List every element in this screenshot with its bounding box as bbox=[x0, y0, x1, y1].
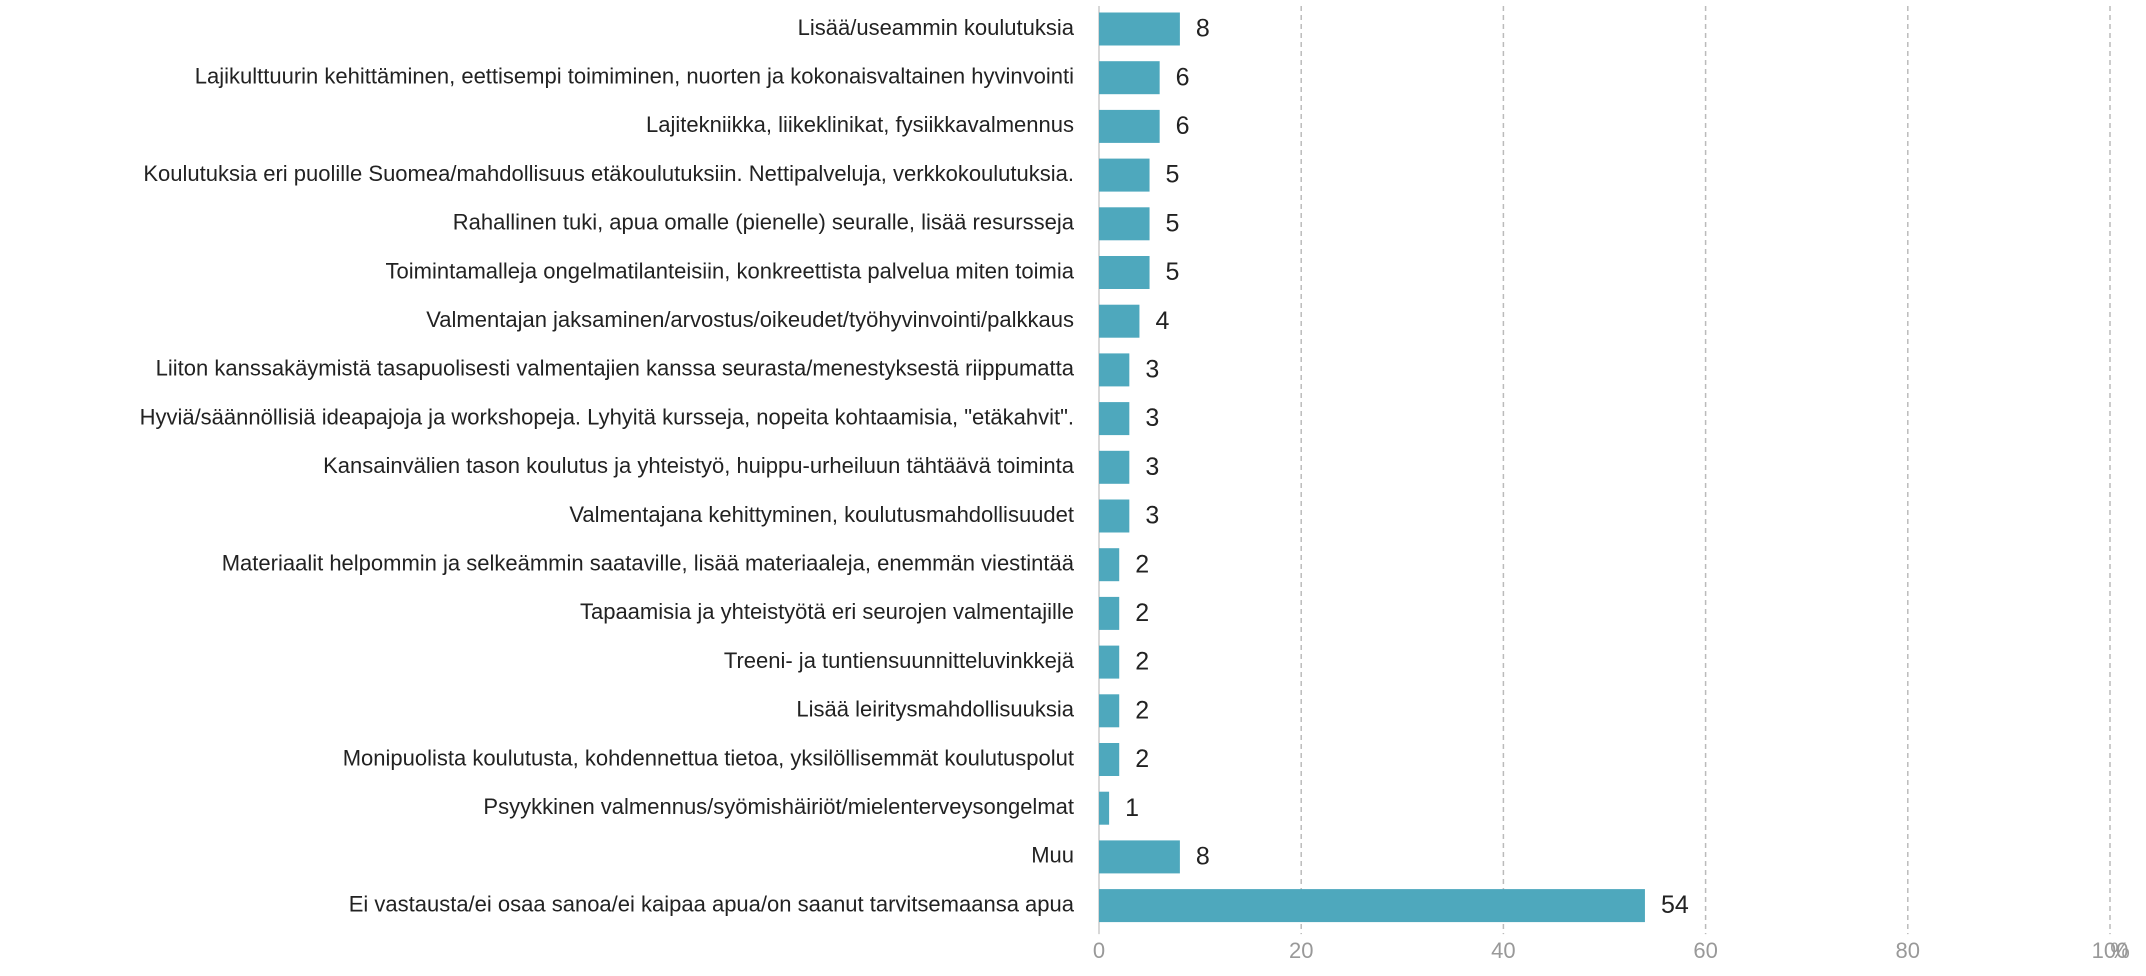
bar bbox=[1099, 743, 1120, 776]
value-label: 8 bbox=[1196, 843, 1210, 871]
value-label: 2 bbox=[1135, 696, 1149, 724]
bar bbox=[1099, 109, 1160, 143]
bar bbox=[1099, 12, 1180, 46]
value-label: 4 bbox=[1155, 307, 1169, 335]
value-label: 6 bbox=[1176, 112, 1190, 140]
bar bbox=[1099, 304, 1140, 338]
bar bbox=[1099, 207, 1150, 241]
value-label: 6 bbox=[1176, 63, 1190, 91]
category-label: Koulutuksia eri puolille Suomea/mahdolli… bbox=[143, 161, 1074, 186]
bar bbox=[1099, 450, 1130, 484]
x-tick-label: 100 bbox=[2092, 938, 2129, 963]
bar bbox=[1099, 256, 1150, 289]
category-label: Lisää leiritysmahdollisuuksia bbox=[796, 697, 1074, 722]
category-label: Toimintamalleja ongelmatilanteisiin, kon… bbox=[386, 258, 1075, 283]
bar bbox=[1099, 402, 1130, 436]
category-label: Lisää/useammin koulutuksia bbox=[798, 15, 1075, 40]
value-label: 5 bbox=[1166, 209, 1180, 237]
category-label: Tapaamisia ja yhteistyötä eri seurojen v… bbox=[580, 599, 1074, 624]
value-label: 54 bbox=[1661, 891, 1689, 919]
category-label: Valmentajana kehittyminen, koulutusmahdo… bbox=[569, 502, 1074, 527]
value-label: 3 bbox=[1145, 404, 1159, 432]
value-label: 3 bbox=[1145, 453, 1159, 481]
category-label: Rahallinen tuki, apua omalle (pienelle) … bbox=[453, 210, 1075, 235]
bar bbox=[1099, 61, 1160, 95]
category-label: Monipuolista koulutusta, kohdennettua ti… bbox=[343, 745, 1074, 770]
category-label: Psyykkinen valmennus/syömishäiriöt/miele… bbox=[483, 794, 1074, 819]
value-label: 5 bbox=[1166, 161, 1180, 189]
x-axis-label: % bbox=[2110, 938, 2130, 963]
value-label: 3 bbox=[1145, 356, 1159, 384]
bar bbox=[1099, 645, 1120, 679]
bar bbox=[1099, 548, 1120, 582]
category-label: Valmentajan jaksaminen/arvostus/oikeudet… bbox=[426, 307, 1074, 332]
x-tick-label: 20 bbox=[1289, 938, 1313, 963]
category-label: Ei vastausta/ei osaa sanoa/ei kaipaa apu… bbox=[349, 891, 1075, 916]
value-label: 1 bbox=[1125, 794, 1139, 822]
bar bbox=[1099, 499, 1130, 533]
bar bbox=[1099, 889, 1645, 923]
value-label: 2 bbox=[1135, 550, 1149, 578]
x-tick-label: 0 bbox=[1093, 938, 1105, 963]
bar bbox=[1099, 840, 1180, 874]
category-label: Hyviä/säännöllisiä ideapajoja ja worksho… bbox=[140, 404, 1074, 429]
bar bbox=[1099, 353, 1130, 387]
x-tick-label: 80 bbox=[1896, 938, 1920, 963]
category-label: Liiton kanssakäymistä tasapuolisesti val… bbox=[156, 356, 1075, 381]
category-label: Kansainvälien tason koulutus ja yhteisty… bbox=[323, 453, 1075, 478]
category-label: Treeni- ja tuntiensuunnitteluvinkkejä bbox=[724, 648, 1075, 673]
category-label: Lajitekniikka, liikeklinikat, fysiikkava… bbox=[646, 112, 1074, 137]
value-label: 3 bbox=[1145, 502, 1159, 530]
value-label: 2 bbox=[1135, 745, 1149, 773]
x-tick-label: 60 bbox=[1693, 938, 1717, 963]
category-label: Lajikulttuurin kehittäminen, eettisempi … bbox=[195, 64, 1074, 89]
category-label: Muu bbox=[1031, 843, 1074, 868]
value-label: 5 bbox=[1166, 258, 1180, 286]
bar bbox=[1099, 158, 1150, 192]
x-tick-label: 40 bbox=[1491, 938, 1515, 963]
bar bbox=[1099, 596, 1120, 630]
value-label: 2 bbox=[1135, 599, 1149, 627]
category-label: Materiaalit helpommin ja selkeämmin saat… bbox=[222, 551, 1075, 576]
value-label: 8 bbox=[1196, 15, 1210, 43]
bar bbox=[1099, 791, 1110, 825]
value-label: 2 bbox=[1135, 648, 1149, 676]
bar bbox=[1099, 694, 1120, 728]
